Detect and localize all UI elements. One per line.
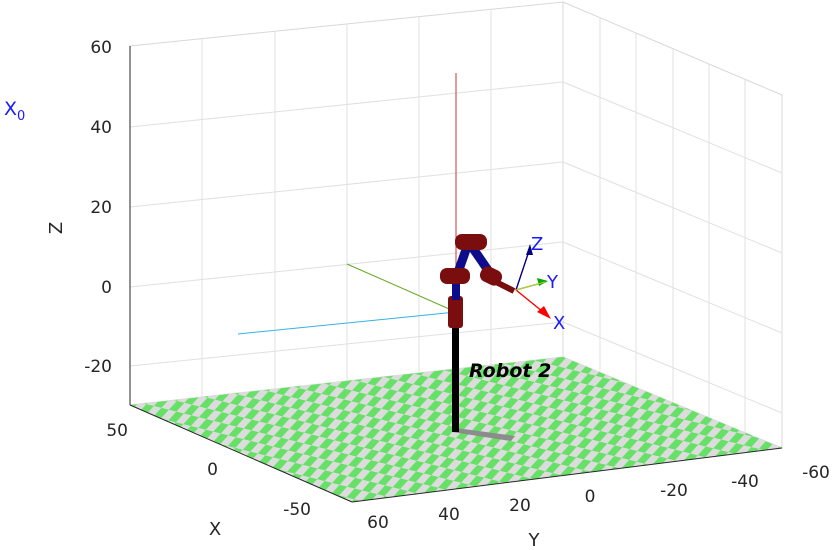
robot-name-label: Robot 2 xyxy=(469,360,551,382)
robot-end-effector xyxy=(494,279,516,294)
z-tick-40: 40 xyxy=(90,118,112,138)
axis-lines xyxy=(129,46,783,503)
y-tick-0: 0 xyxy=(585,487,596,507)
y-axis-ticks: 60 40 20 0 -20 -40 -60 xyxy=(367,463,830,533)
projection-y xyxy=(346,263,457,313)
x-tick-neg50: -50 xyxy=(283,500,311,520)
z-tick-60: 60 xyxy=(90,38,112,58)
robot xyxy=(440,234,516,441)
y-tick-40: 40 xyxy=(438,505,460,525)
tool-frame: Z Y X xyxy=(515,234,565,334)
z-tick-20: 20 xyxy=(90,198,112,218)
y-axis-title: Y xyxy=(528,530,541,550)
tool-frame-highlight xyxy=(515,281,546,291)
back-grid xyxy=(129,1,783,449)
robot-elbow-joint xyxy=(455,234,487,250)
y-tick-60: 60 xyxy=(367,513,389,533)
robot-wrist-joint xyxy=(479,266,503,286)
tool-frame-y-arrowhead xyxy=(537,278,548,286)
y-tick-neg40: -40 xyxy=(731,472,759,492)
y-tick-20: 20 xyxy=(509,496,531,516)
x-axis-title: X xyxy=(209,519,221,540)
x-tick-0: 0 xyxy=(207,460,218,480)
frame-label: X0 xyxy=(4,98,25,124)
tool-frame-x-label: X xyxy=(553,313,565,334)
z-tick-0: 0 xyxy=(101,278,112,298)
robot-shadow xyxy=(452,428,515,441)
tool-frame-x-arrowhead xyxy=(537,306,551,319)
z-axis-title: Z xyxy=(46,222,67,234)
z-tick-neg20: -20 xyxy=(84,357,112,377)
y-tick-neg20: -20 xyxy=(660,481,688,501)
robot-base-joint xyxy=(448,296,463,328)
tool-frame-z-label: Z xyxy=(531,234,543,255)
frame-label-main: X xyxy=(4,98,18,120)
tool-frame-y-label: Y xyxy=(546,272,559,293)
robot-shoulder-joint xyxy=(440,268,470,284)
x-axis-ticks: 50 0 -50 xyxy=(106,421,311,520)
z-axis-ticks: 60 40 20 0 -20 xyxy=(84,38,112,377)
frame-label-sub: 0 xyxy=(17,108,26,124)
projection-x xyxy=(237,311,457,335)
x-tick-50: 50 xyxy=(106,421,128,441)
robot-pedestal xyxy=(452,322,459,432)
tool-frame-z-arrowhead xyxy=(526,244,533,255)
y-tick-neg60: -60 xyxy=(802,463,830,483)
